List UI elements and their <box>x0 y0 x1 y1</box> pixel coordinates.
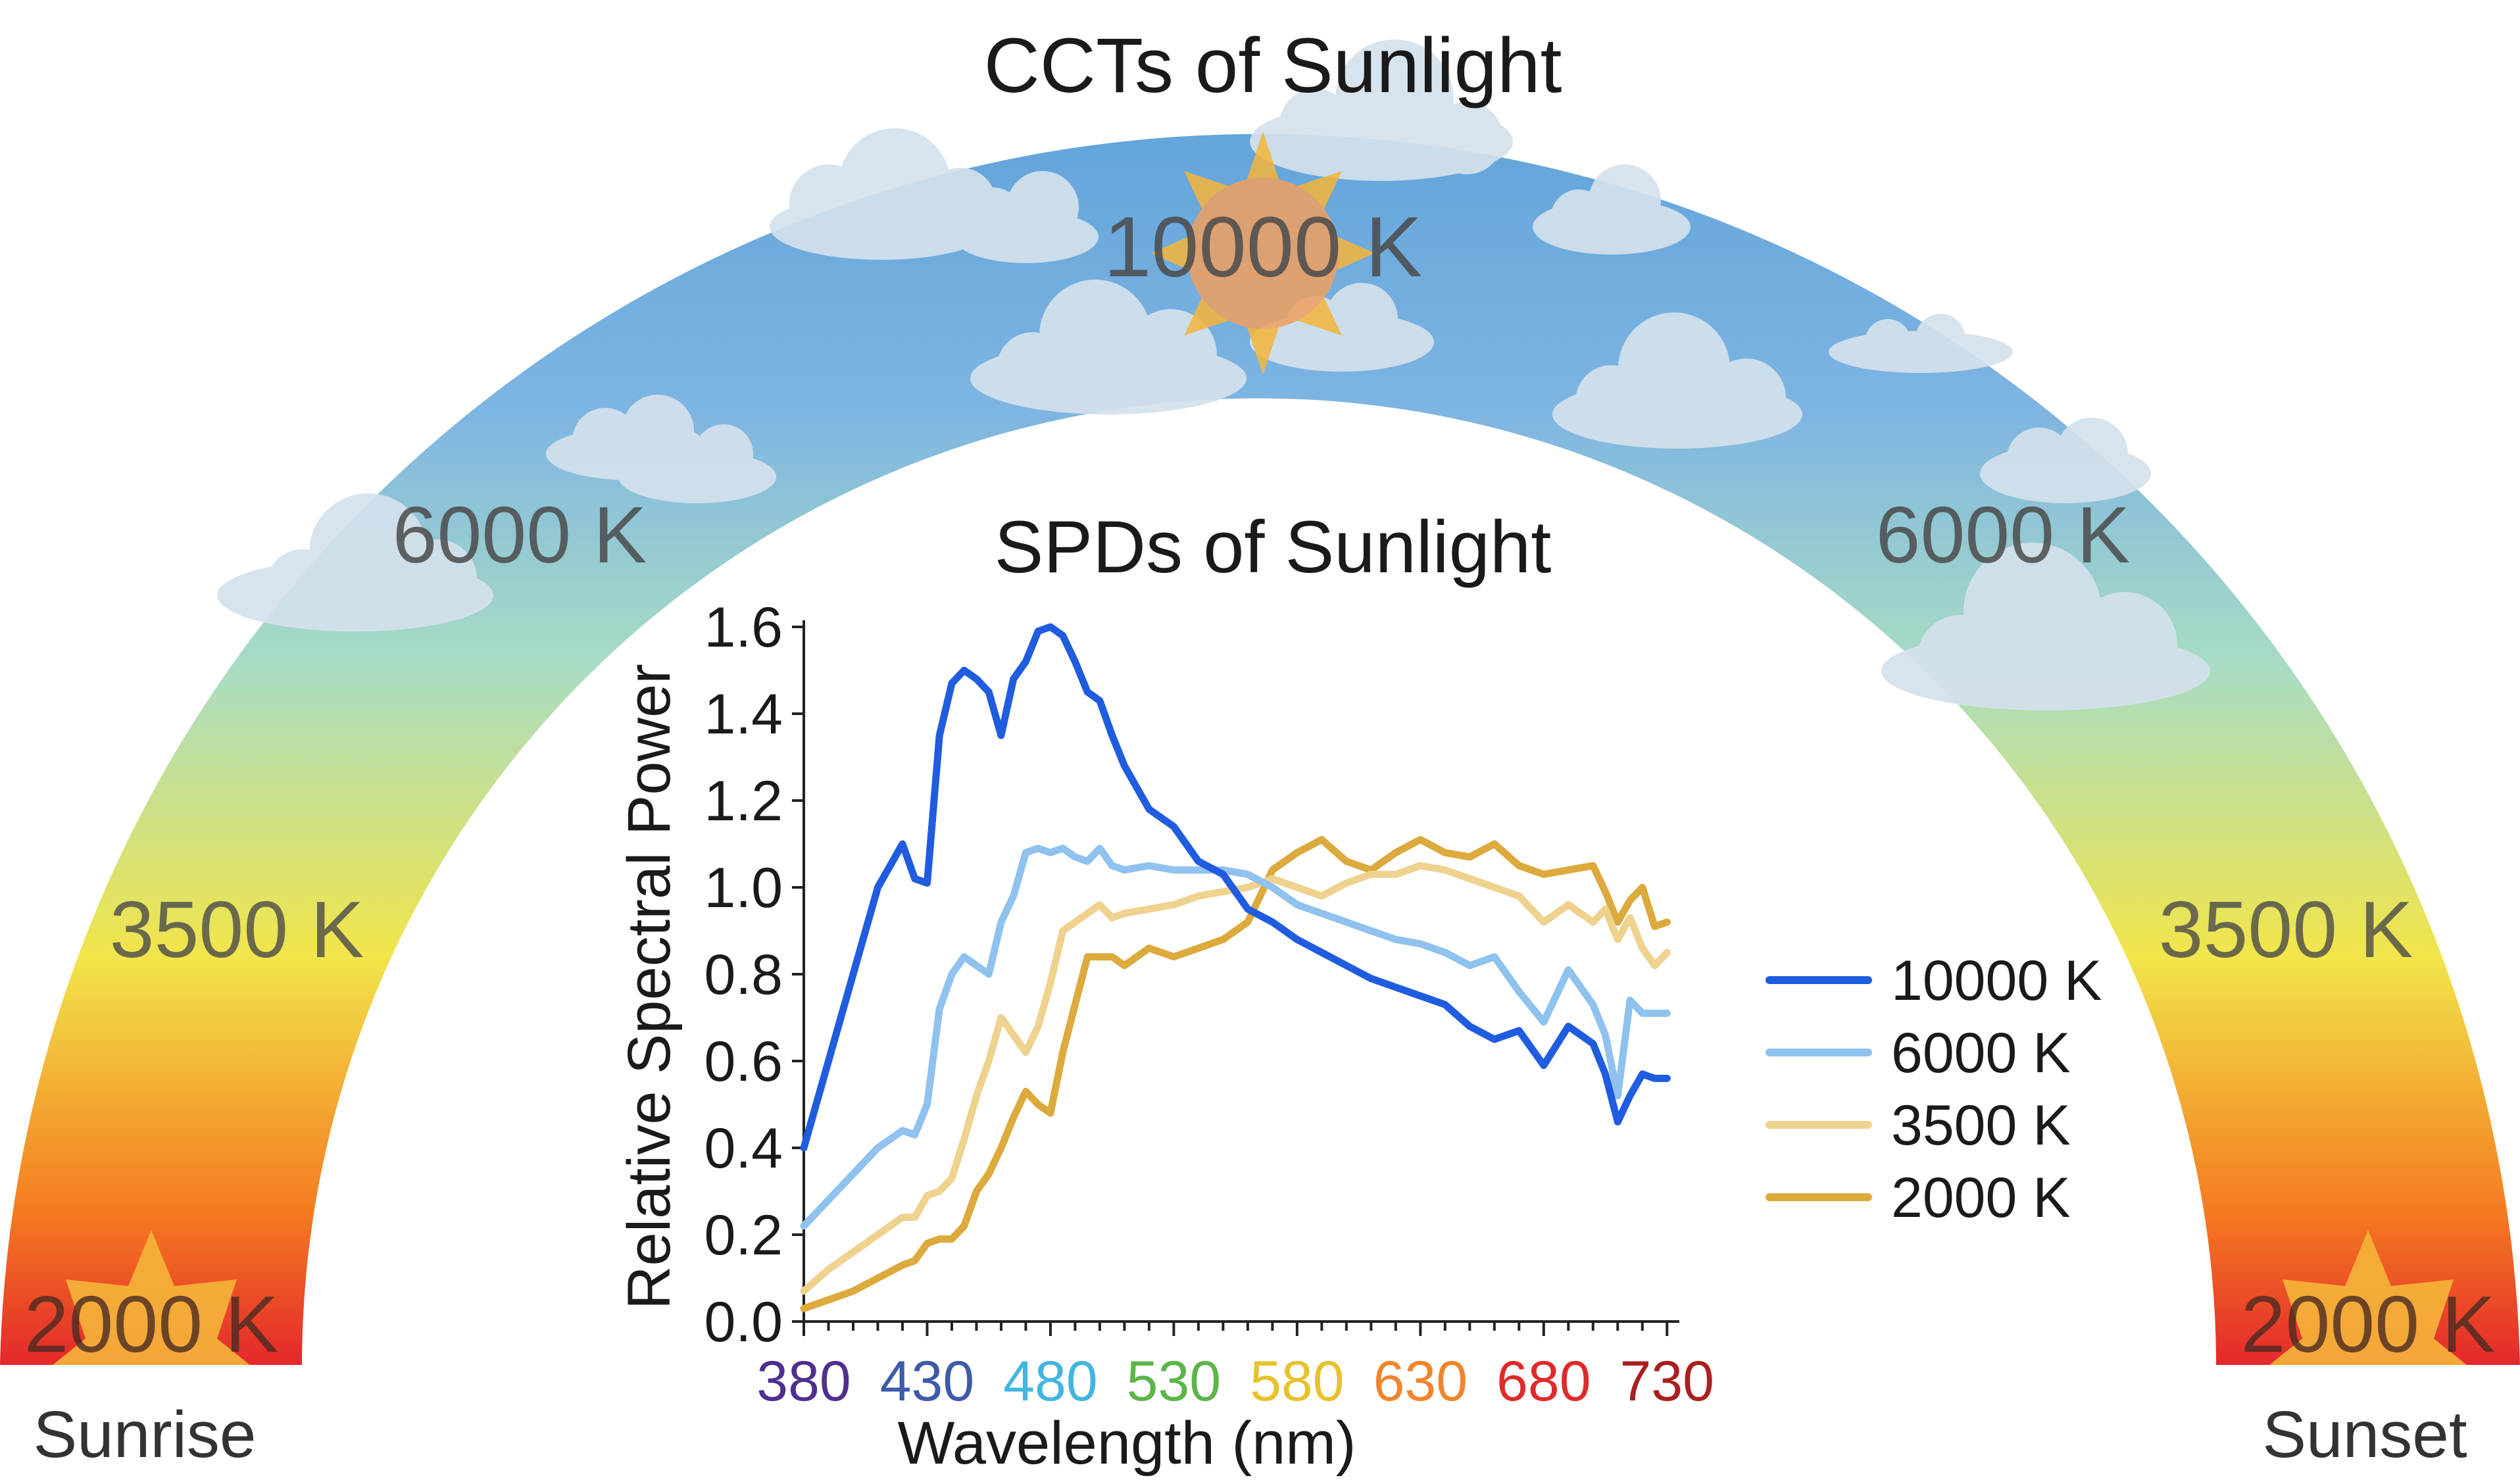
cloud-icon <box>1881 543 2210 710</box>
x-tick-label: 380 <box>756 1350 851 1413</box>
cloud-icon <box>1533 164 1691 255</box>
sun-icon <box>1151 132 1375 375</box>
y-tick-label: 1.0 <box>704 856 783 920</box>
cct-label-middle-right: 3500 K <box>2159 885 2413 974</box>
x-tick-label: 680 <box>1496 1350 1591 1413</box>
series-line-2000k <box>800 835 1671 1312</box>
spd-chart: SPDs of Sunlight Relative Spectral Power… <box>616 506 2102 1477</box>
cloud-icon <box>1980 418 2151 503</box>
y-tick-label: 0.8 <box>704 943 783 1006</box>
cloud-icon <box>1552 312 1802 449</box>
chart-lines <box>800 623 1671 1312</box>
legend-label: 2000 K <box>1891 1166 2071 1229</box>
cct-label-upper-left: 6000 K <box>393 490 647 580</box>
cct-label-bottom-right: 2000 K <box>2241 1279 2496 1369</box>
series-line-6000k <box>800 845 1671 1230</box>
cct-label-middle-left: 3500 K <box>110 885 364 974</box>
cloud-icon <box>1829 314 2013 373</box>
chart-legend: 10000 K 6000 K 3500 K 2000 K <box>1766 949 2102 1229</box>
chart-title: SPDs of Sunlight <box>995 506 1552 588</box>
y-tick-label: 0.0 <box>704 1291 783 1354</box>
x-tick-label: 630 <box>1373 1350 1468 1413</box>
chart-axes: 0.0 0.2 0.4 0.6 0.8 1.0 1.2 1.4 1.6 380 430 480 530 5… <box>704 596 1714 1413</box>
cloud-icon <box>954 171 1099 263</box>
x-tick-label: 480 <box>1003 1350 1098 1413</box>
series-line-10000k <box>800 623 1671 1152</box>
legend-label: 3500 K <box>1891 1094 2071 1157</box>
sunset-label: Sunset <box>2262 1398 2467 1472</box>
cct-label-bottom-left: 2000 K <box>24 1279 279 1369</box>
y-axis-title: Relative Spectral Power <box>616 664 683 1310</box>
y-tick-label: 1.4 <box>704 683 783 746</box>
x-tick-label: 580 <box>1250 1350 1345 1413</box>
y-tick-label: 0.6 <box>704 1030 783 1093</box>
x-tick-label: 530 <box>1127 1350 1222 1413</box>
x-axis-title: Wavelength (nm) <box>897 1410 1356 1477</box>
sunset-sun-icon <box>2269 1230 2467 1365</box>
cloud-icon <box>770 128 997 260</box>
arc-title: CCTs of Sunlight <box>984 22 1562 109</box>
cloud-icon <box>217 493 493 631</box>
legend-label: 6000 K <box>1891 1022 2071 1085</box>
legend-label: 10000 K <box>1891 949 2102 1012</box>
cct-label-upper-right: 6000 K <box>1876 490 2131 580</box>
y-tick-label: 1.2 <box>704 770 783 833</box>
series-line-3500k <box>800 862 1671 1295</box>
x-tick-label: 430 <box>880 1350 975 1413</box>
x-tick-label: 730 <box>1620 1350 1715 1413</box>
clouds <box>217 39 2210 710</box>
y-tick-label: 0.2 <box>704 1204 783 1267</box>
cct-label-top: 10000 K <box>1104 199 1422 295</box>
sunrise-sun-icon <box>53 1230 250 1365</box>
y-tick-label: 0.4 <box>704 1117 783 1180</box>
sunrise-label: Sunrise <box>33 1398 256 1472</box>
cloud-icon <box>618 424 776 503</box>
y-tick-label: 1.6 <box>704 596 783 659</box>
cloud-icon <box>1250 39 1513 181</box>
